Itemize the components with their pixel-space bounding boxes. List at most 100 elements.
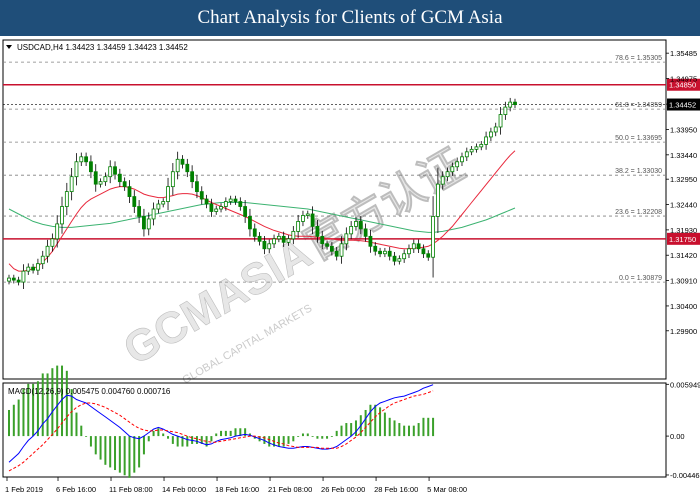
candle-body (84, 156, 89, 163)
candle-body (310, 213, 315, 227)
level-tag (667, 78, 700, 91)
macd-histogram-bar (229, 430, 232, 437)
candle-body (339, 243, 344, 257)
macd-histogram-bar (224, 430, 227, 437)
y-tick-label: 1.32950 (670, 175, 697, 184)
horizontal-levels (3, 83, 666, 240)
candle-body (407, 248, 411, 255)
macd-histogram-bar (41, 373, 44, 437)
candle-body (60, 206, 64, 225)
panel-collapse-icon[interactable] (6, 45, 12, 49)
macd-histogram-bar (8, 409, 10, 437)
macd-histogram-bar (138, 436, 141, 468)
candle-body (373, 245, 378, 252)
candle-body (392, 255, 397, 262)
candle-body (170, 171, 175, 188)
candle-body (151, 208, 156, 220)
x-tick-label: 28 Feb 16:00 (374, 485, 418, 494)
macd-histogram-bar (374, 404, 377, 437)
macd-histogram-bar (176, 436, 179, 447)
candle-body (166, 186, 170, 202)
candle-body (493, 126, 498, 133)
x-tick-label: 6 Feb 16:00 (56, 485, 96, 494)
macd-histogram-bar (109, 436, 112, 468)
candle-body (267, 243, 272, 250)
macd-panel-frame (2, 382, 667, 478)
macd-histogram-bar (354, 420, 357, 437)
y-tick-label: 1.30400 (670, 302, 697, 311)
macd-lines (8, 384, 434, 472)
macd-histogram-bar (220, 430, 223, 437)
candle-body (411, 243, 416, 250)
candle-body (142, 216, 146, 230)
macd-histogram-bar (186, 436, 189, 447)
macd-histogram-bar (311, 436, 314, 437)
level-tag-label: 1.31750 (669, 235, 696, 244)
macd-line (8, 384, 434, 463)
candle-body (55, 223, 60, 240)
fibonacci-levels: 78.6 = 1.35305 61.8 = 1.34359 50.0 = 1.336… (3, 55, 666, 283)
y-tick-label: 1.33950 (670, 125, 697, 134)
x-tick-label: 18 Feb 16:00 (215, 485, 259, 494)
y-tick-label: 1.34975 (670, 75, 697, 84)
fib-label: 78.6 = 1.35305 (615, 55, 662, 62)
candle-body (199, 191, 204, 200)
candle-body (329, 245, 334, 252)
fib-label: 50.0 = 1.33695 (615, 135, 662, 142)
candle-body (450, 166, 455, 173)
candle-body (344, 233, 349, 245)
moving-averages (8, 150, 516, 272)
macd-histogram-bar (56, 365, 59, 437)
candle-body (50, 238, 55, 247)
macd-y-tick-label: 0.005949 (670, 380, 700, 389)
y-tick-label: 1.32440 (670, 201, 697, 210)
candle-body (16, 279, 21, 283)
y-tick-label: 1.35485 (670, 49, 697, 58)
candle-body (36, 263, 40, 271)
candle-body (117, 173, 122, 183)
time-axis: 1 Feb 2019 6 Feb 16:00 11 Feb 08:00 14 Feb … (5, 477, 467, 494)
macd-histogram-bar (99, 436, 102, 460)
macd-histogram-bar (379, 407, 382, 437)
candle-body (368, 235, 373, 247)
slow-moving-average-line (8, 202, 516, 233)
macd-histogram-bar (403, 425, 406, 437)
candle-body (431, 216, 435, 258)
candle-body (31, 266, 35, 271)
chart-banner-title: Chart Analysis for Clients of GCM Asia (0, 0, 700, 36)
x-tick-label: 26 Feb 00:00 (321, 485, 365, 494)
candle-body (363, 228, 368, 237)
macd-histogram-bar (412, 425, 415, 437)
watermark: GCMASIA官方认证 GLOBAL CAPITAL MARKETS (115, 140, 472, 387)
macd-histogram-bar (205, 436, 208, 447)
macd-histogram-bar (383, 412, 386, 437)
macd-histogram-bar (61, 365, 64, 437)
macd-histogram-bar (364, 409, 367, 437)
macd-histogram-bar (75, 412, 78, 437)
macd-histogram-bar (171, 436, 174, 444)
macd-histogram (8, 365, 435, 478)
macd-histogram-bar (244, 428, 247, 437)
candle-body (257, 235, 262, 242)
macd-histogram-bar (147, 436, 150, 442)
macd-panel: 0.005949 0.00 -0.004467 MACD(12,26,9) 0.00… (2, 365, 700, 480)
candlesticks (7, 97, 517, 289)
candle-body (93, 171, 98, 185)
macd-histogram-bar (239, 428, 242, 437)
candle-body (161, 201, 166, 205)
candle-body (334, 250, 339, 257)
candle-body (276, 235, 281, 240)
macd-histogram-bar (162, 433, 165, 437)
macd-histogram-bar (369, 404, 372, 437)
macd-histogram-bar (398, 423, 401, 437)
macd-histogram-bar (215, 433, 218, 437)
macd-histogram-bar (128, 436, 131, 478)
macd-histogram-bar (200, 436, 203, 444)
current-price-label: 1.34452 (669, 101, 696, 110)
chart-area[interactable]: GCMASIA官方认证 GLOBAL CAPITAL MARKETS 78.6 … (0, 36, 700, 500)
signal-line (8, 390, 434, 472)
candle-body (286, 238, 291, 243)
candle-body (513, 101, 517, 106)
candle-body (195, 181, 199, 193)
candle-body (214, 208, 219, 212)
